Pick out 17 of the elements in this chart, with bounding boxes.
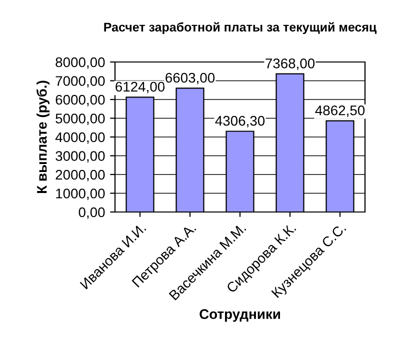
y-tick-label: 2000,00	[56, 170, 105, 182]
data-label: 6603,00	[166, 72, 215, 84]
y-tick-label: 7000,00	[56, 76, 105, 88]
y-tick-label: 1000,00	[56, 188, 105, 200]
x-axis-title: Сотрудники	[200, 309, 280, 322]
y-axis-title: К выплате (руб.)	[36, 80, 50, 193]
y-tick-label: 3000,00	[56, 151, 105, 163]
y-tick-label: 0,00	[78, 207, 105, 219]
y-tick-label: 4000,00	[55, 132, 105, 144]
data-label: 4862,50	[315, 105, 365, 117]
chart-title: Расчет заработной платы за текущий месяц	[104, 22, 377, 34]
data-label: 6124,00	[116, 82, 165, 94]
y-tick-label: 8000,00	[56, 57, 105, 69]
data-label: 4306,30	[215, 116, 265, 128]
data-label: 7368,00	[266, 58, 315, 70]
y-tick-label: 6000,00	[56, 94, 105, 106]
y-tick-label: 5000,00	[56, 114, 105, 126]
